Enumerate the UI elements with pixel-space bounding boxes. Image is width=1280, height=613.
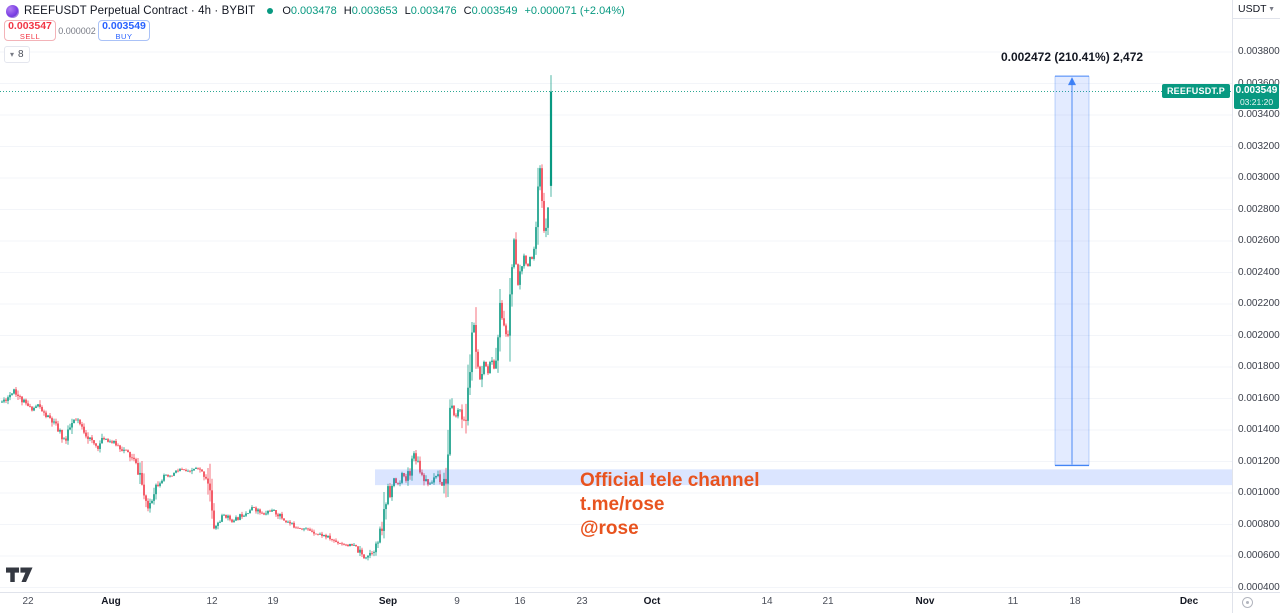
annotation-line-3: @rose bbox=[580, 518, 639, 539]
buy-price: 0.003549 bbox=[102, 19, 146, 32]
sell-label: SELL bbox=[19, 31, 41, 41]
price-tick: 0.003600 bbox=[1238, 78, 1280, 90]
time-tick: 21 bbox=[822, 596, 834, 607]
spread-value: 0.000002 bbox=[58, 25, 96, 36]
time-tick: 9 bbox=[454, 596, 460, 607]
tradingview-logo-icon[interactable] bbox=[6, 567, 33, 588]
change-value: +0.000071 (+2.04%) bbox=[524, 5, 625, 17]
candle-countdown: 03:21:20 bbox=[1239, 96, 1274, 107]
time-tick: Aug bbox=[101, 596, 121, 607]
sell-button[interactable]: 0.003547 SELL bbox=[4, 20, 56, 41]
time-tick: 19 bbox=[267, 596, 279, 607]
time-tick: 23 bbox=[576, 596, 588, 607]
close-label: C bbox=[463, 5, 472, 17]
current-price-label: 0.003549 03:21:20 bbox=[1234, 83, 1279, 109]
axis-currency-selector[interactable]: USDT ▼ bbox=[1233, 0, 1280, 19]
currency-label: USDT bbox=[1238, 3, 1267, 15]
annotation-line-2: t.me/rose bbox=[580, 494, 665, 515]
price-tick: 0.001400 bbox=[1238, 424, 1280, 435]
price-tick: 0.003800 bbox=[1238, 46, 1280, 57]
price-tick: 0.003400 bbox=[1238, 109, 1280, 120]
high-label: H bbox=[343, 5, 352, 17]
price-tick: 0.000400 bbox=[1238, 581, 1280, 593]
ohlc-values: O0.003478 H0.003653 L0.003476 C0.003549 … bbox=[282, 5, 624, 17]
price-tick: 0.001200 bbox=[1238, 455, 1280, 467]
time-tick: 18 bbox=[1069, 596, 1081, 607]
open-label: O bbox=[282, 5, 291, 17]
trade-buttons: 0.003547 SELL 0.000002 0.003549 BUY bbox=[4, 20, 150, 41]
scale-settings-icon[interactable] bbox=[1242, 597, 1253, 608]
candlestick-chart bbox=[0, 51, 1232, 588]
time-tick: Oct bbox=[643, 596, 661, 607]
axis-separator-horizontal bbox=[0, 592, 1280, 593]
price-tick: 0.002800 bbox=[1238, 203, 1280, 215]
time-tick: 16 bbox=[514, 596, 526, 607]
price-tick: 0.003000 bbox=[1238, 172, 1280, 183]
price-range-measurement-label[interactable]: 0.002472 (210.41%) 2,472 bbox=[1000, 50, 1144, 65]
time-tick: 14 bbox=[761, 596, 773, 607]
chevron-down-icon: ▾ bbox=[10, 49, 15, 59]
reef-coin-icon bbox=[6, 4, 19, 18]
time-axis[interactable]: 22 Aug 12 19 Sep 9 16 23 Oct 14 21 Nov 11 18 Dec bbox=[0, 593, 1232, 613]
indicators-count: 8 bbox=[18, 48, 24, 60]
caret-down-icon: ▼ bbox=[1268, 5, 1275, 13]
low-label: L bbox=[404, 5, 411, 17]
time-tick: 11 bbox=[1007, 596, 1019, 607]
indicators-collapse-toggle[interactable]: ▾ 8 bbox=[4, 46, 30, 63]
text-annotation[interactable]: Official tele channel t.me/rose @rose bbox=[580, 469, 760, 541]
chart-legend: REEFUSDT Perpetual Contract · 4h · BYBIT… bbox=[6, 3, 625, 19]
price-tick: 0.001000 bbox=[1238, 487, 1280, 498]
high-value: 0.003653 bbox=[351, 5, 398, 17]
time-tick: Nov bbox=[915, 596, 935, 607]
time-tick: 12 bbox=[206, 596, 218, 607]
price-tick: 0.000600 bbox=[1238, 550, 1280, 561]
axis-separator-vertical bbox=[1232, 0, 1233, 613]
close-value: 0.003549 bbox=[471, 5, 518, 17]
price-tick: 0.001600 bbox=[1238, 392, 1280, 404]
price-tick: 0.002400 bbox=[1238, 266, 1280, 278]
symbol-price-tag: REEFUSDT.P bbox=[1161, 83, 1230, 98]
sell-price: 0.003547 bbox=[8, 19, 52, 32]
time-tick: Sep bbox=[378, 596, 398, 607]
open-value: 0.003478 bbox=[290, 5, 337, 17]
chart-canvas[interactable]: REEFUSDT Perpetual Contract · 4h · BYBIT… bbox=[0, 0, 1232, 592]
price-tick: 0.002200 bbox=[1238, 298, 1280, 309]
market-status-dot-icon bbox=[267, 8, 274, 14]
price-tick: 0.002600 bbox=[1238, 235, 1280, 246]
price-tick: 0.003200 bbox=[1238, 140, 1280, 152]
time-tick: Dec bbox=[1179, 596, 1199, 607]
symbol-title[interactable]: REEFUSDT Perpetual Contract · 4h · BYBIT bbox=[24, 5, 256, 17]
current-price-value: 0.003549 bbox=[1235, 84, 1278, 96]
low-value: 0.003476 bbox=[410, 5, 457, 17]
buy-button[interactable]: 0.003549 BUY bbox=[98, 20, 150, 41]
time-tick: 22 bbox=[22, 596, 34, 607]
annotation-line-1: Official tele channel bbox=[580, 470, 760, 491]
price-tick: 0.002000 bbox=[1238, 329, 1280, 341]
price-axis[interactable]: USDT ▼ 0.003800 0.003600 0.003400 0.003200 0… bbox=[1233, 0, 1280, 593]
price-tick: 0.001800 bbox=[1238, 361, 1280, 372]
buy-label: BUY bbox=[115, 31, 133, 41]
price-tick: 0.000800 bbox=[1238, 518, 1280, 530]
